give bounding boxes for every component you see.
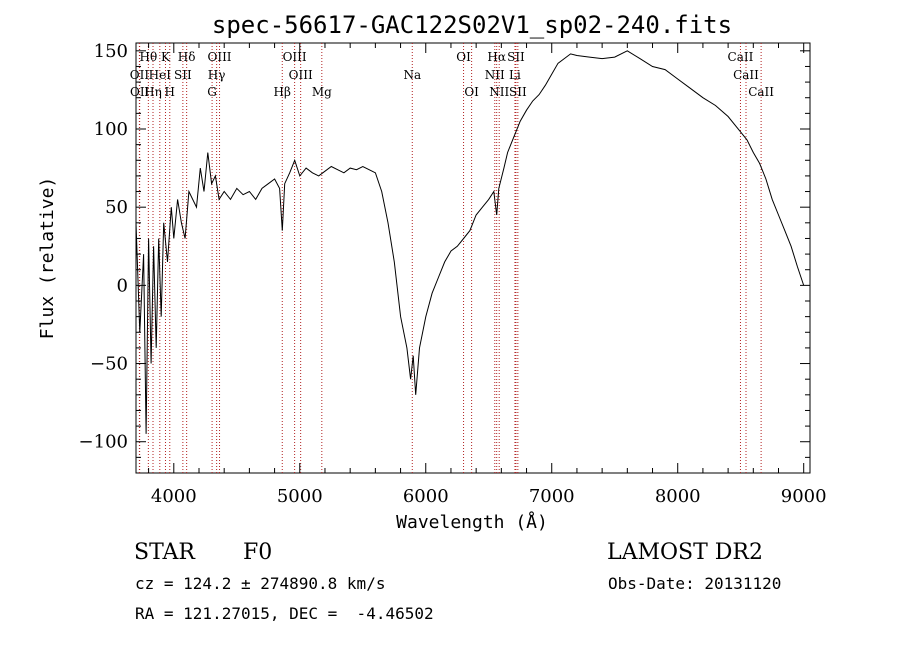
y-axis-ticks: −100 −50 0 50 100 150 bbox=[79, 41, 810, 458]
x-tick-label: 5000 bbox=[277, 486, 323, 507]
spectral-line-markers bbox=[138, 43, 762, 473]
x-axis-ticks: 4000 5000 6000 7000 8000 9000 bbox=[148, 43, 827, 507]
line-label: Hβ bbox=[274, 85, 291, 99]
redshift-cz: cz = 124.2 ± 274890.8 km/s bbox=[135, 574, 386, 593]
line-label: OI bbox=[464, 85, 479, 99]
x-tick-label: 8000 bbox=[655, 486, 701, 507]
x-axis-label: Wavelength (Å) bbox=[396, 511, 548, 533]
line-label: K bbox=[161, 50, 171, 64]
x-tick-label: 6000 bbox=[403, 486, 449, 507]
line-label: OI bbox=[456, 50, 471, 64]
line-label: SII bbox=[174, 68, 192, 82]
survey-name: LAMOST DR2 bbox=[607, 540, 763, 565]
spectrum-series bbox=[135, 50, 805, 434]
plot-frame bbox=[135, 42, 811, 474]
y-axis-label: Flux (relative) bbox=[37, 177, 58, 340]
y-tick-label: 50 bbox=[105, 197, 128, 218]
y-tick-label: 0 bbox=[117, 275, 128, 296]
line-label: Mg bbox=[312, 85, 332, 99]
line-label: Hη bbox=[144, 85, 162, 99]
line-label: CaII bbox=[733, 68, 759, 82]
coordinates: RA = 121.27015, DEC = -4.46502 bbox=[135, 604, 434, 623]
line-label: NII bbox=[489, 85, 509, 99]
line-label: Hθ bbox=[139, 50, 157, 64]
line-label: OII bbox=[130, 85, 150, 99]
object-subclass: F0 bbox=[243, 540, 273, 565]
line-label: Na bbox=[403, 68, 421, 82]
line-label: OIII bbox=[289, 68, 313, 82]
x-tick-label: 4000 bbox=[151, 486, 197, 507]
y-tick-label: 150 bbox=[94, 41, 128, 62]
line-label: OII bbox=[130, 68, 150, 82]
line-label: Li bbox=[509, 68, 521, 82]
line-label: OIII bbox=[207, 50, 231, 64]
chart-title: spec-56617-GAC122S02V1_sp02-240.fits bbox=[212, 11, 732, 39]
x-tick-label: 7000 bbox=[529, 486, 575, 507]
line-label: G bbox=[207, 85, 217, 99]
line-label: Hδ bbox=[178, 50, 196, 64]
line-label: OIII bbox=[283, 50, 307, 64]
line-label: CaII bbox=[728, 50, 754, 64]
y-tick-label: −100 bbox=[79, 432, 128, 453]
line-label: SII bbox=[507, 50, 525, 64]
line-label: HeI bbox=[149, 68, 172, 82]
line-label: Hγ bbox=[208, 68, 226, 82]
line-label: H bbox=[165, 85, 175, 99]
line-label: CaII bbox=[748, 85, 774, 99]
observation-date: Obs-Date: 20131120 bbox=[608, 574, 782, 593]
line-label: Hα bbox=[487, 50, 506, 64]
x-tick-label: 9000 bbox=[781, 486, 827, 507]
y-tick-label: −50 bbox=[90, 354, 128, 375]
object-class: STAR bbox=[134, 540, 195, 565]
line-label: NII bbox=[485, 68, 505, 82]
line-label: SII bbox=[509, 85, 527, 99]
y-tick-label: 100 bbox=[94, 119, 128, 140]
